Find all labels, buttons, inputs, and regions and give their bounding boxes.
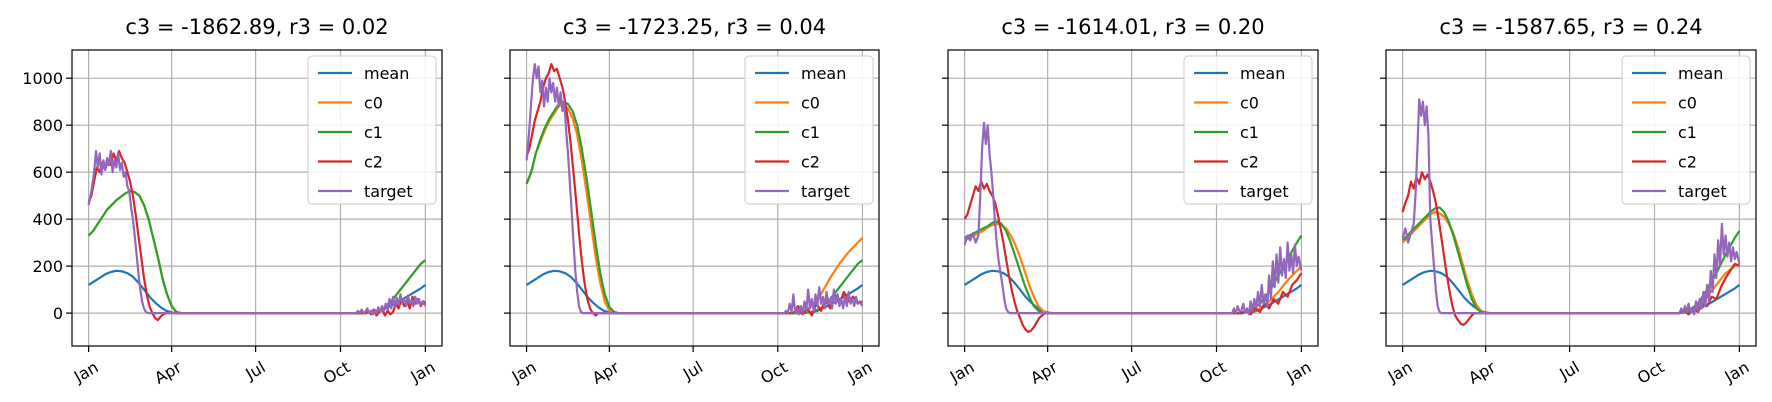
subplot-title: c3 = -1723.25, r3 = 0.04 xyxy=(563,15,826,39)
legend-label-mean: mean xyxy=(1240,64,1285,83)
subplot-title: c3 = -1862.89, r3 = 0.02 xyxy=(125,15,388,39)
legend-box xyxy=(744,55,874,205)
series-line-target xyxy=(525,62,864,316)
x-tick-label: Apr xyxy=(1465,357,1499,388)
legend: mean c0 c1 c2 target xyxy=(744,55,874,205)
series-line-c2 xyxy=(1401,171,1740,326)
x-tick-label: Apr xyxy=(589,357,623,388)
x-tick-label: Jul xyxy=(1118,357,1145,384)
x-tick-label: Oct xyxy=(1634,357,1667,387)
legend-box xyxy=(307,55,437,205)
series-line-target xyxy=(87,149,427,316)
x-tick-label: Jan xyxy=(407,357,439,386)
subplot-title: c3 = -1587.65, r3 = 0.24 xyxy=(1439,15,1702,39)
x-tick-label: Jan xyxy=(70,357,102,386)
x-tick-label: Jul xyxy=(679,357,706,384)
legend-label-c1: c1 xyxy=(1240,123,1259,142)
subplot-1: 0 200 400 600 800 1000 Jan Apr Jul Oct Jan c3 = -18… xyxy=(22,15,443,388)
legend: mean c0 c1 c2 target xyxy=(307,55,437,205)
x-tick-label: Oct xyxy=(320,357,353,387)
legend-label-c0: c0 xyxy=(801,94,820,113)
legend-label-c0: c0 xyxy=(1240,94,1259,113)
axes-frame xyxy=(509,49,880,347)
x-tick-label: Oct xyxy=(1196,357,1229,387)
y-tick-label: 800 xyxy=(32,116,63,135)
legend-label-target: target xyxy=(1240,182,1289,201)
x-tick-label: Jan xyxy=(1721,357,1753,386)
legend: mean c0 c1 c2 target xyxy=(1183,55,1313,205)
x-tick-label: Jul xyxy=(242,357,269,384)
x-tick-label: Jan xyxy=(844,357,876,386)
legend-label-target: target xyxy=(801,182,850,201)
legend-label-c2: c2 xyxy=(801,153,820,172)
legend: mean c0 c1 c2 target xyxy=(1621,55,1751,205)
subplot-3: Jan Apr Jul Oct Jan c3 = -1614.01, r3 = 0.20 m… xyxy=(942,15,1319,388)
x-tick-label: Jan xyxy=(1384,357,1416,386)
x-tick-label: Jan xyxy=(508,357,540,386)
legend-label-c1: c1 xyxy=(801,123,820,142)
series-line-c2 xyxy=(525,62,863,317)
x-tick-label: Jan xyxy=(1283,357,1315,386)
series-line-target xyxy=(1401,98,1741,316)
x-tick-label: Apr xyxy=(1027,357,1061,388)
x-tick-label: Apr xyxy=(151,357,185,388)
y-tick-label: 0 xyxy=(53,304,63,323)
legend-box xyxy=(1183,55,1313,205)
axes-frame xyxy=(71,49,443,347)
axes-frame xyxy=(947,49,1319,347)
legend-label-c2: c2 xyxy=(1240,153,1259,172)
legend-label-mean: mean xyxy=(1678,64,1723,83)
y-tick-label: 1000 xyxy=(22,69,63,88)
x-tick-label: Oct xyxy=(757,357,790,387)
legend-label-target: target xyxy=(1678,182,1727,201)
subplot-title: c3 = -1614.01, r3 = 0.20 xyxy=(1001,15,1264,39)
x-tick-label: Jan xyxy=(946,357,978,386)
x-tick-label: Jul xyxy=(1556,357,1583,384)
legend-label-c1: c1 xyxy=(1678,123,1697,142)
legend-label-target: target xyxy=(364,182,413,201)
subplot-4: Jan Apr Jul Oct Jan c3 = -1587.65, r3 = 0.24 m… xyxy=(1380,15,1757,388)
series-line-c2 xyxy=(963,180,1303,333)
legend-label-mean: mean xyxy=(801,64,846,83)
axes-frame xyxy=(1385,49,1757,347)
legend-box xyxy=(1621,55,1751,205)
legend-label-c1: c1 xyxy=(364,123,383,142)
y-tick-label: 600 xyxy=(32,163,63,182)
legend-label-c0: c0 xyxy=(364,94,383,113)
y-tick-label: 400 xyxy=(32,210,63,229)
legend-label-c0: c0 xyxy=(1678,94,1697,113)
subplot-2: Jan Apr Jul Oct Jan c3 = -1723.25, r3 = 0.04 m… xyxy=(504,15,880,388)
legend-label-mean: mean xyxy=(364,64,409,83)
legend-label-c2: c2 xyxy=(364,153,383,172)
legend-label-c2: c2 xyxy=(1678,153,1697,172)
y-tick-label: 200 xyxy=(32,257,63,276)
series-line-target xyxy=(963,121,1303,316)
